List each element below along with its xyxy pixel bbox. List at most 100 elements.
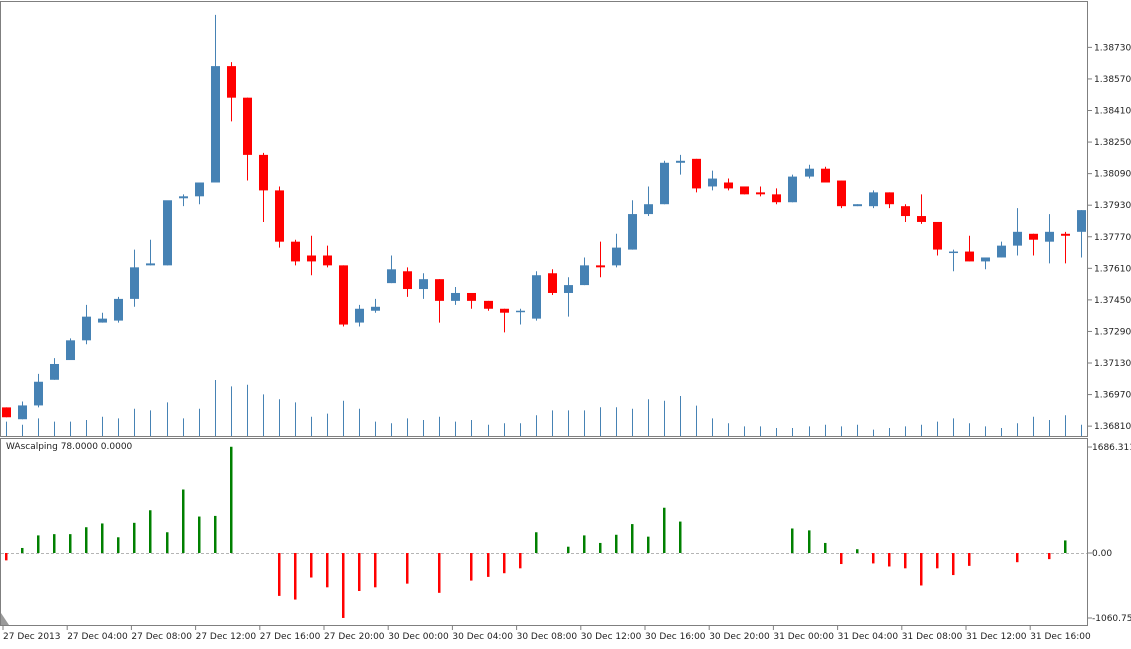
candle-body [869, 192, 878, 207]
candle [291, 239, 300, 266]
indicator-bar [1064, 540, 1067, 553]
candle [516, 308, 525, 325]
candle [1045, 214, 1054, 264]
candle-body [981, 257, 990, 262]
candle-body [114, 298, 123, 321]
indicator-bar [824, 542, 827, 553]
candle-body [933, 221, 942, 250]
indicator-bar [567, 546, 570, 553]
indicator-bar [904, 553, 907, 569]
price-axis-label: 1.37770 [1094, 233, 1131, 243]
candle-body [1013, 231, 1022, 246]
indicator-bar [1048, 553, 1051, 560]
candle [34, 373, 43, 408]
candle-body [596, 265, 605, 268]
candle [163, 200, 172, 266]
indicator-bar [872, 553, 875, 564]
time-axis-label: 30 Dec 00:00 [388, 632, 449, 642]
candle-body [692, 158, 701, 189]
candle [660, 160, 669, 205]
candle [500, 308, 509, 333]
indicator-bar [1016, 553, 1019, 563]
indicator-bar [117, 537, 120, 553]
candle [467, 292, 476, 309]
candle-body [355, 308, 364, 323]
candle [548, 269, 557, 295]
price-axis-label: 1.37130 [1094, 359, 1131, 369]
candle-body [130, 267, 139, 299]
candle [66, 338, 75, 361]
candle-body [676, 160, 685, 163]
indicator-axis-label: -1060.755 [1092, 614, 1131, 624]
time-axis-label: 27 Dec 2013 [3, 632, 61, 642]
candle [981, 257, 990, 270]
candle [965, 235, 974, 262]
price-axis-label: 1.36970 [1094, 391, 1131, 401]
candle-body [50, 363, 59, 380]
candle-body [756, 192, 765, 195]
candle [484, 300, 493, 311]
price-axis: 1.38730 1.38570 1.38410 1.38250 1.38090 1.379… [1088, 43, 1131, 432]
indicator-bar [599, 542, 602, 553]
indicator-bar [69, 534, 72, 553]
candle [580, 257, 589, 286]
indicator-bar [535, 532, 538, 553]
candle-body [259, 154, 268, 191]
candle-body [484, 300, 493, 309]
candle [788, 174, 797, 203]
indicator-bar [679, 521, 682, 553]
candle-body [805, 168, 814, 177]
candle [18, 401, 27, 420]
indicator-bar [936, 553, 939, 569]
candle-body [211, 66, 220, 183]
candle [275, 186, 284, 248]
indicator-bar [21, 547, 24, 553]
time-axis-label: 27 Dec 12:00 [196, 632, 257, 642]
candle-body [532, 275, 541, 319]
chart-shift-marker[interactable] [1, 613, 9, 625]
candle-body [1045, 231, 1054, 242]
indicator-bar [519, 553, 522, 569]
candle [387, 255, 396, 284]
time-axis-label: 31 Dec 04:00 [838, 632, 899, 642]
price-axis-label: 1.37450 [1094, 296, 1131, 306]
candle [692, 158, 701, 193]
candle-body [628, 214, 637, 250]
candle-body [66, 340, 75, 361]
candle [419, 273, 428, 299]
candle-body [772, 194, 781, 203]
candle-body [227, 66, 236, 98]
candle [243, 97, 252, 181]
candle-body [917, 216, 926, 222]
candle [596, 241, 605, 278]
indicator-bar [278, 553, 281, 596]
candle [628, 200, 637, 250]
price-panel-frame [0, 1, 1088, 437]
indicator-bar [310, 553, 313, 578]
candle [901, 204, 910, 222]
candle [211, 14, 220, 183]
indicator-bar [487, 553, 490, 577]
candle [532, 271, 541, 321]
candle [259, 152, 268, 222]
price-axis-label: 1.37290 [1094, 327, 1131, 337]
indicator-bar [133, 522, 136, 553]
candle-body [821, 168, 830, 183]
candle-body [1029, 233, 1038, 240]
candle [50, 358, 59, 380]
indicator-bar [294, 553, 297, 600]
indicator-bar [5, 553, 8, 561]
candle [772, 188, 781, 205]
indicator-bar [791, 528, 794, 553]
indicator-bar [53, 534, 56, 553]
candle-body [660, 162, 669, 205]
candle-body [34, 381, 43, 406]
candle-body [965, 251, 974, 262]
candle [307, 235, 316, 276]
candle [146, 239, 155, 266]
candle [403, 267, 412, 297]
candle-body [146, 263, 155, 266]
indicator-bar [856, 549, 859, 553]
time-axis-label: 31 Dec 08:00 [902, 632, 963, 642]
